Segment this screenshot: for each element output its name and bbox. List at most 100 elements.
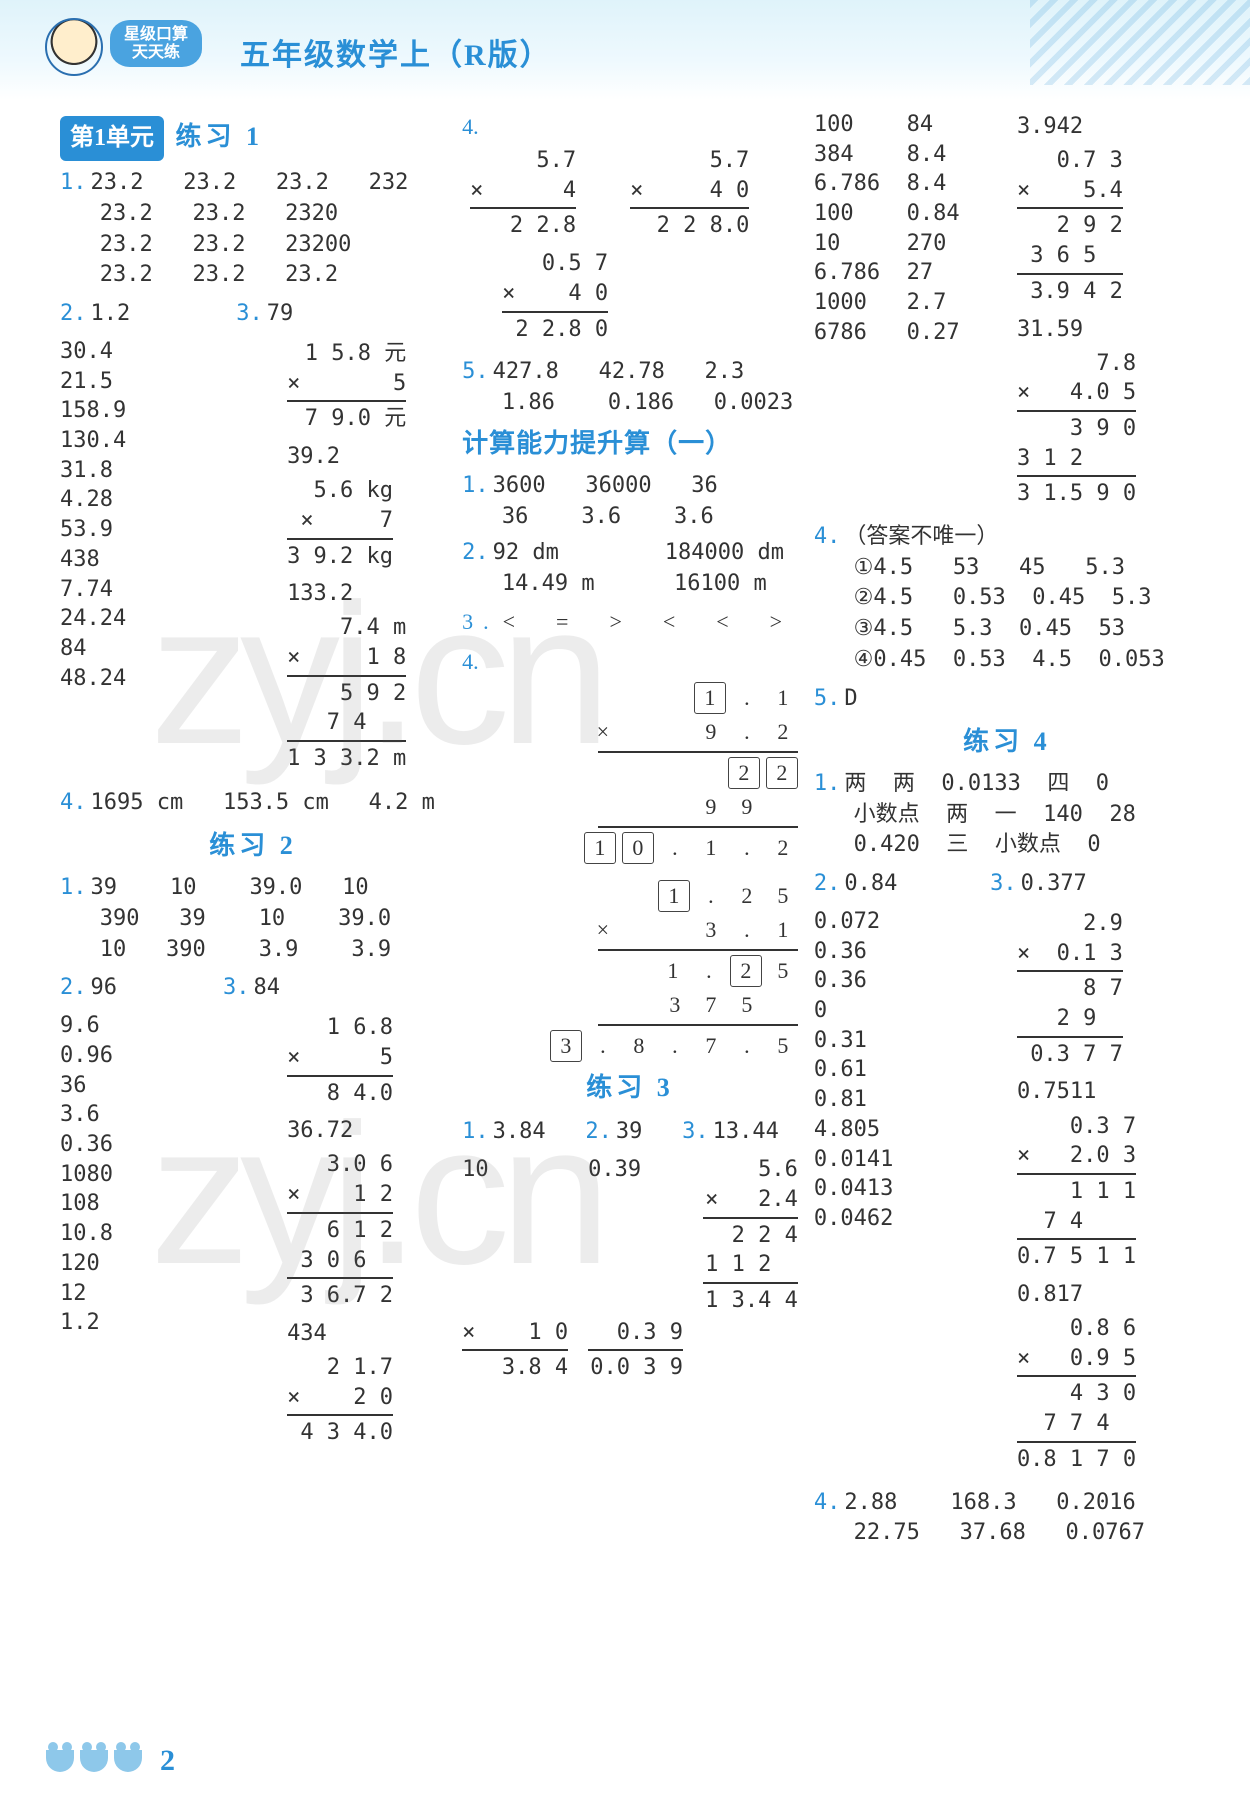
ln-10: 84 [60, 634, 243, 664]
unit-badge: 第1单元 [60, 116, 164, 161]
e3c3p2: 1 1 2 [703, 1250, 798, 1280]
e3c3op: × 2.4 [703, 1185, 798, 1215]
e4c3res: 0.8 1 7 0 [1017, 1445, 1136, 1475]
calc-306: 3.0 6 × 1 2 6 1 2 3 0 6 3 6.7 2 [287, 1150, 393, 1310]
c2q5r2: 1.86 0.186 0.0023 [502, 390, 793, 415]
right-b: 133.2 [287, 577, 446, 611]
e2ln6: 108 [60, 1189, 243, 1219]
c3h5: 10 270 [814, 229, 997, 259]
e4q4r2: 22.75 37.68 0.0767 [854, 1520, 1145, 1545]
e2q1r1: 39 10 39.0 10 [91, 875, 369, 900]
c3q4r3: ③4.5 5.3 0.45 53 [854, 616, 1125, 641]
ex1-q2q3: 2.1.2 3.79 [60, 296, 446, 331]
e4q1r1: 两 两 0.0133 四 0 [844, 771, 1109, 796]
right-a: 39.2 [287, 440, 446, 474]
c3h6: 6.786 27 [814, 258, 997, 288]
e4q1r2: 小数点 两 一 140 28 [854, 802, 1136, 827]
header-decoration [1030, 0, 1250, 85]
paw-icon [114, 1750, 142, 1772]
e2c3op: × 2 0 [287, 1383, 393, 1413]
c3h1: 100 84 [814, 110, 997, 140]
ex2-q1: 1.39 10 39.0 10 390 39 10 39.0 10 390 3.… [60, 872, 446, 964]
c3-right-calcs: 3.942 0.7 3 × 5.4 2 9 2 3 6 5 3.9 4 2 31… [1017, 110, 1200, 515]
c1-res: 7 9.0 元 [287, 404, 406, 434]
e2ln5: 1080 [60, 1160, 243, 1190]
c3c2p1: 3 9 0 [1017, 414, 1136, 444]
c3c1res: 3.9 4 2 [1017, 277, 1123, 307]
e4c3p2: 7 7 4 [1017, 1409, 1136, 1439]
ex2-q2q3: 2.96 3.84 [60, 970, 446, 1005]
calc-74m: 7.4 m × 1 8 5 9 2 7 4 1 3 3.2 m [287, 613, 406, 773]
e2c2p2: 3 0 6 [287, 1246, 393, 1276]
e2c1op: × 5 [287, 1043, 393, 1073]
ln-1: 21.5 [60, 367, 243, 397]
series-badge: 星级口算 天天练 [110, 20, 202, 67]
q2-val: 1.2 [91, 301, 131, 326]
e2q1r3: 10 390 3.9 3.9 [100, 937, 391, 962]
c3-p2: 7 4 [287, 708, 406, 738]
e4c1res: 0.3 7 7 [1017, 1040, 1123, 1070]
ln-2: 158.9 [60, 396, 243, 426]
e4q4r1: 2.88 168.3 0.2016 [844, 1490, 1135, 1515]
e4rb: 0.817 [1017, 1278, 1200, 1312]
up1-q1: 1.3600 36000 36 36 3.6 3.6 [462, 470, 798, 531]
c2q4en1: 0.5 7 [502, 249, 608, 279]
ex4-side: 0.072 0.36 0.36 0 0.31 0.61 0.81 4.805 0… [814, 907, 1200, 1481]
e2c1n1: 1 6.8 [287, 1013, 393, 1043]
e4c1op: × 0.1 3 [1017, 939, 1123, 969]
c3-p1: 5 9 2 [287, 679, 406, 709]
e2c2n1: 3.0 6 [287, 1150, 393, 1180]
e3c3p1: 2 2 4 [703, 1221, 798, 1251]
e2ln10: 1.2 [60, 1308, 243, 1338]
exercise-3-title: 练习 3 [586, 1068, 674, 1108]
c3c1op: × 5.4 [1017, 176, 1123, 206]
c1-op: × 5 [287, 369, 406, 399]
c3-left-pairs: 100 84 384 8.4 6.786 8.4 100 0.84 10 270… [814, 110, 997, 515]
e2ln2: 36 [60, 1071, 243, 1101]
ex2-right-calcs: 1 6.8 × 5 8 4.0 36.72 3.0 6 × 1 2 6 1 2 … [263, 1011, 446, 1454]
ln-9: 24.24 [60, 604, 243, 634]
calc-158: 1 5.8 元 × 5 7 9.0 元 [287, 339, 406, 434]
c3q4r2: ②4.5 0.53 0.45 5.3 [854, 585, 1152, 610]
c2-res: 3 9.2 kg [287, 542, 393, 572]
e2q2: 96 [91, 975, 118, 1000]
c2q4lop: × 4 [470, 176, 576, 206]
e4c1p2: 2 9 [1017, 1004, 1123, 1034]
c1-n1: 1 5.8 元 [287, 339, 406, 369]
u1q2r1: 92 dm 184000 dm [493, 540, 784, 565]
e4c1n1: 2.9 [1017, 909, 1123, 939]
e3q2: 39 [616, 1119, 643, 1144]
boxed-calc-a: 1.1×9.2229910.1.2 [472, 682, 798, 864]
e3c3res: 1 3.4 4 [703, 1286, 798, 1316]
q4-val: 1695 cm 153.5 cm 4.2 m [91, 790, 435, 815]
c2q4ln1: 5.7 [470, 146, 576, 176]
ln-4: 31.8 [60, 456, 243, 486]
e3c1op: × 1 0 [462, 1318, 568, 1348]
c3h7: 1000 2.7 [814, 288, 997, 318]
c3c1p2: 3 6 5 [1017, 241, 1123, 271]
e3-calc2: 0.3 9 0.0 3 9 [588, 1318, 683, 1383]
calc-56kg: 5.6 kg × 7 3 9.2 kg [287, 476, 393, 571]
c3h8: 6786 0.27 [814, 318, 997, 348]
e3-calc3: 5.6 × 2.4 2 2 4 1 1 2 1 3.4 4 [703, 1155, 798, 1315]
ln-8: 7.74 [60, 575, 243, 605]
e3c2op: 0.3 9 [588, 1318, 683, 1348]
ex3-q: 1.3.84 2.39 3.13.44 [462, 1114, 798, 1149]
e4ra: 0.7511 [1017, 1075, 1200, 1109]
c2q4-right: 5.7 × 4 0 2 2 8.0 [630, 146, 749, 241]
e2c3n1: 2 1.7 [287, 1353, 393, 1383]
calc-168: 1 6.8 × 5 8 4.0 [287, 1013, 393, 1108]
c2q4-left: 5.7 × 4 2 2.8 [470, 146, 576, 241]
unit-heading: 第1单元 练习 1 [60, 116, 446, 161]
exercise-2-heading: 练习 2 [60, 826, 446, 866]
ex4-right-calcs: 2.9 × 0.1 3 8 7 2 9 0.3 7 7 0.7511 0.3 7… [1017, 907, 1200, 1481]
e4ln1: 0.36 [814, 937, 997, 967]
e4ln9: 0.0413 [814, 1174, 997, 1204]
c2-n1: 5.6 kg [287, 476, 393, 506]
up1-q4: 4. 1.1×9.2229910.1.2 1.25×3.11.253753.8.… [462, 645, 798, 1062]
c3c1p1: 2 9 2 [1017, 211, 1123, 241]
page-header: 星级口算 天天练 五年级数学上（R版） [0, 0, 1250, 100]
ln-7: 438 [60, 545, 243, 575]
exercise-4-title: 练习 4 [963, 722, 1051, 762]
c3q4note: （答案不唯一） [844, 524, 998, 549]
